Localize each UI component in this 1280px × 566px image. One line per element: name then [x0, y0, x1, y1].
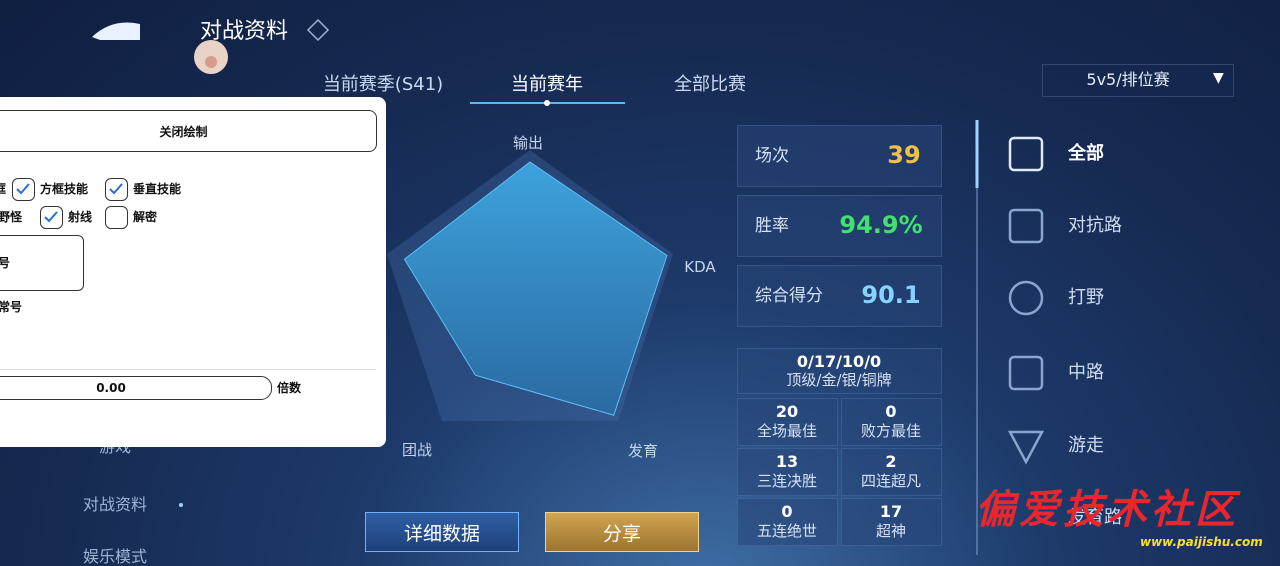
checkmark-path [109, 183, 123, 195]
honor-label: 五连绝世 [756, 522, 818, 540]
stat-box: 胜率 94.9% [737, 195, 942, 257]
honor-label: 三连决胜 [756, 472, 818, 490]
honor-value: 0 [885, 402, 897, 421]
back-icon[interactable] [92, 22, 140, 40]
checkbox[interactable] [40, 206, 63, 229]
honor-value: 2 [885, 452, 897, 471]
page-title: 对战资料 [200, 19, 289, 44]
button-text[interactable]: 详细数据 [403, 522, 480, 545]
fragment-text: 野怪 [0, 210, 23, 224]
tab[interactable]: 全部比赛 [674, 74, 746, 95]
input-value[interactable]: 0.00 [96, 381, 126, 395]
radar-axis-label: 发育 [627, 442, 659, 460]
button[interactable]: 分享 [545, 512, 699, 552]
position-item[interactable]: 发育路 [1068, 507, 1122, 528]
icon-mid [1008, 355, 1044, 391]
honor-value: 13 [775, 452, 799, 471]
icon-all [1008, 136, 1044, 172]
medal-value: 0/17/10/0 [796, 352, 882, 371]
tab-active[interactable]: 当前赛年 [511, 74, 583, 95]
nav-item[interactable]: 娱乐模式 [82, 547, 148, 566]
honor-value: 17 [879, 502, 903, 521]
radar-axis-label: 团战 [401, 441, 433, 459]
stat-label: 综合得分 [755, 286, 823, 306]
stat-box: 综合得分 90.1 [737, 265, 942, 327]
position-item[interactable]: 打野 [1068, 287, 1104, 308]
checkmark [16, 183, 30, 195]
watermark-url: www.paijishu.com [1140, 535, 1263, 549]
honor-box: 20 全场最佳 [737, 398, 838, 446]
icon-jungle [1008, 280, 1044, 316]
icon-top [1008, 208, 1044, 244]
input-label: 倍数 [277, 381, 302, 395]
nav-item[interactable]: 对战资料 [82, 495, 148, 514]
honor-box: 0 败方最佳 [841, 398, 942, 446]
stat-value: 90.1 [861, 281, 921, 309]
fragment-text: 号 [0, 256, 11, 270]
honor-box: 17 超神 [841, 498, 942, 546]
checkbox-label: 射线 [68, 210, 93, 224]
separator [0, 369, 376, 370]
medal-label: 顶级/金/银/铜牌 [786, 371, 892, 389]
stat-label: 场次 [755, 146, 789, 166]
input-field[interactable]: 0.00 [0, 376, 272, 400]
radar-shape [403, 161, 668, 416]
radar-axis-label: KDA [684, 258, 716, 276]
tab[interactable]: 当前赛季(S41) [322, 74, 444, 95]
position-item[interactable]: 游走 [1068, 435, 1104, 456]
overlay-button-text[interactable]: 关闭绘制 [159, 124, 208, 139]
fragment-text: 常号 [0, 300, 23, 314]
checkmark-path [16, 183, 30, 195]
stat-label: 胜率 [755, 216, 789, 236]
radar-axis-label: 输出 [512, 134, 544, 152]
button-text[interactable]: 分享 [602, 522, 641, 545]
filter-box[interactable]: 5v5/排位赛 ▼ [1042, 64, 1234, 97]
stat-value: 94.9% [839, 211, 923, 239]
position-icons [1007, 136, 1045, 465]
nav-dot [179, 503, 183, 507]
filter-text[interactable]: 5v5/排位赛 [1086, 70, 1170, 89]
checkmark [44, 211, 58, 223]
icon-support [1007, 430, 1045, 465]
checkbox[interactable] [12, 178, 35, 201]
checkmark [109, 183, 123, 195]
stat-value: 39 [887, 141, 921, 169]
honor-label: 四连超凡 [860, 472, 922, 490]
honor-box: 13 三连决胜 [737, 448, 838, 496]
checkbox-label: 方框技能 [40, 182, 89, 196]
honor-value: 20 [775, 402, 799, 421]
honor-label: 败方最佳 [860, 422, 922, 440]
position-item[interactable]: 全部 [1068, 143, 1104, 164]
overlay-button[interactable]: 关闭绘制 [0, 110, 377, 152]
checkbox[interactable] [105, 206, 128, 229]
stat-box: 场次 39 [737, 125, 942, 187]
tab-dot [544, 100, 550, 106]
honor-label: 全场最佳 [756, 422, 818, 440]
avatar-nose [205, 56, 217, 68]
button[interactable]: 详细数据 [365, 512, 519, 552]
honor-box: 2 四连超凡 [841, 448, 942, 496]
checkmark-path [44, 211, 58, 223]
help-icon[interactable] [306, 18, 330, 42]
honor-box: 0 五连绝世 [737, 498, 838, 546]
position-item[interactable]: 对抗路 [1068, 215, 1122, 236]
honor-value: 0 [781, 502, 793, 521]
overlay-field[interactable] [0, 235, 84, 291]
checkbox-label: 垂直技能 [133, 182, 182, 196]
overlay-panel: 关闭绘制 框 野怪 号 常号 0.00 倍数 方框技能 垂直技能射线 解密 [0, 97, 386, 447]
position-item[interactable]: 中路 [1068, 362, 1104, 383]
filter-icon[interactable]: ▼ [1213, 70, 1224, 86]
medal-box: 0/17/10/0 顶级/金/银/铜牌 [737, 348, 942, 394]
fragment-text: 框 [0, 182, 7, 196]
checkbox-label: 解密 [133, 210, 158, 224]
checkbox[interactable] [105, 178, 128, 201]
honor-label: 超神 [875, 522, 907, 540]
watermark: 偏爱技术社区 [975, 487, 1239, 533]
